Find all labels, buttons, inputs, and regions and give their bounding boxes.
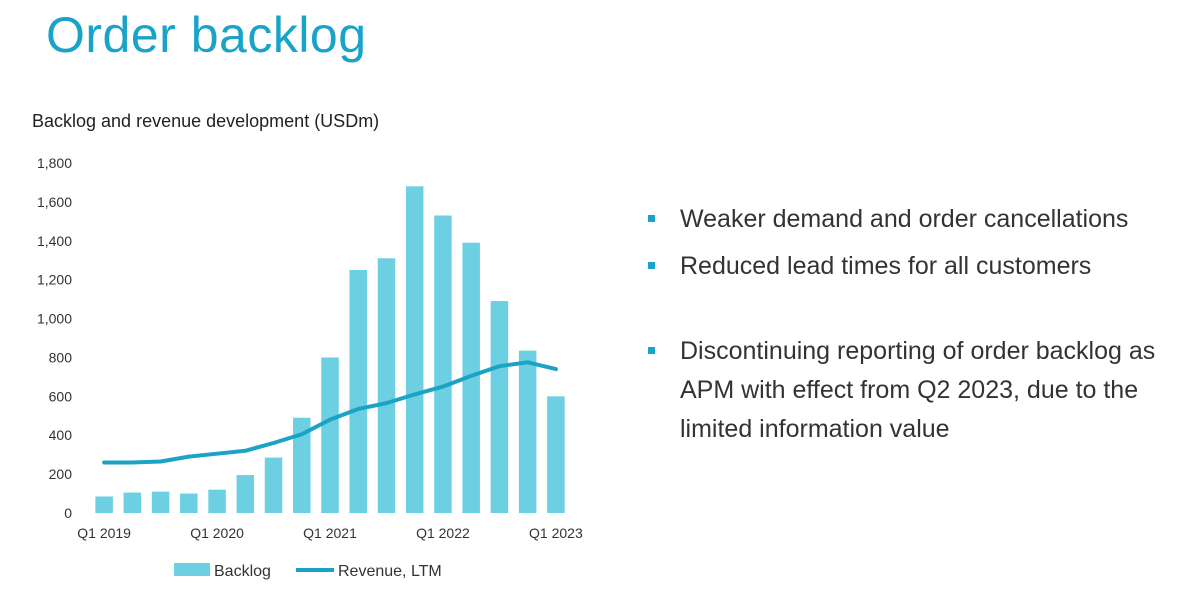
bullet-marker-icon <box>648 347 655 354</box>
y-tick-label: 600 <box>49 388 73 404</box>
backlog-bar <box>95 496 113 513</box>
x-tick-label: Q1 2023 <box>529 525 583 541</box>
y-tick-label: 1,400 <box>37 233 72 249</box>
backlog-bar <box>490 301 509 513</box>
backlog-bar <box>377 258 396 513</box>
chart-title: Backlog and revenue development (USDm) <box>32 111 380 131</box>
backlog-bar <box>349 269 367 513</box>
bullet-marker-icon <box>648 215 655 222</box>
backlog-bar <box>208 489 226 513</box>
chart-legend: Backlog Revenue, LTM <box>174 563 442 580</box>
backlog-bar <box>236 475 255 513</box>
y-tick-label: 1,800 <box>37 155 72 171</box>
y-tick-label: 400 <box>49 427 73 443</box>
page-title: Order backlog <box>46 7 367 63</box>
backlog-bar <box>293 417 311 513</box>
legend-backlog-swatch <box>174 563 210 576</box>
backlog-bar <box>151 491 170 513</box>
legend-revenue-label: Revenue, LTM <box>338 563 442 580</box>
backlog-bar <box>405 186 424 514</box>
bullet-marker-icon <box>648 262 655 269</box>
revenue-line <box>102 360 558 465</box>
y-tick-label: 0 <box>64 505 72 521</box>
backlog-bar <box>123 492 142 513</box>
y-tick-label: 200 <box>49 466 73 482</box>
backlog-bar <box>547 396 565 513</box>
backlog-bar <box>264 457 283 513</box>
x-axis-labels: Q1 2019 Q1 2020 Q1 2021 Q1 2022 Q1 2023 <box>77 525 583 541</box>
bullet-list: Weaker demand and order cancellations Re… <box>648 200 1168 449</box>
bullet-item: Weaker demand and order cancellations <box>648 200 1168 239</box>
backlog-bar <box>180 493 198 513</box>
backlog-bar <box>434 215 452 513</box>
x-tick-label: Q1 2022 <box>416 525 470 541</box>
backlog-revenue-chart: 0 200 400 600 800 1,000 1,200 1,400 1,600 1,800 Q… <box>37 155 583 580</box>
y-tick-label: 800 <box>49 349 73 365</box>
y-tick-label: 1,200 <box>37 272 72 288</box>
y-tick-label: 1,600 <box>37 194 72 210</box>
backlog-bar <box>321 357 339 513</box>
bullet-text: Discontinuing reporting of order backlog… <box>680 337 1156 443</box>
x-tick-label: Q1 2019 <box>77 525 131 541</box>
x-tick-label: Q1 2020 <box>190 525 244 541</box>
x-tick-label: Q1 2021 <box>303 525 357 541</box>
bullet-item: Discontinuing reporting of order backlog… <box>648 332 1168 449</box>
y-axis-labels: 0 200 400 600 800 1,000 1,200 1,400 1,600 1,800 <box>37 155 72 521</box>
y-tick-label: 1,000 <box>37 311 72 327</box>
revenue-line-group <box>102 360 558 465</box>
legend-backlog-label: Backlog <box>214 563 271 580</box>
backlog-bar <box>518 350 537 513</box>
backlog-bars <box>95 186 565 514</box>
bullet-item: Reduced lead times for all customers <box>648 247 1168 286</box>
bullet-text: Weaker demand and order cancellations <box>680 205 1129 233</box>
bullet-text: Reduced lead times for all customers <box>680 252 1092 280</box>
